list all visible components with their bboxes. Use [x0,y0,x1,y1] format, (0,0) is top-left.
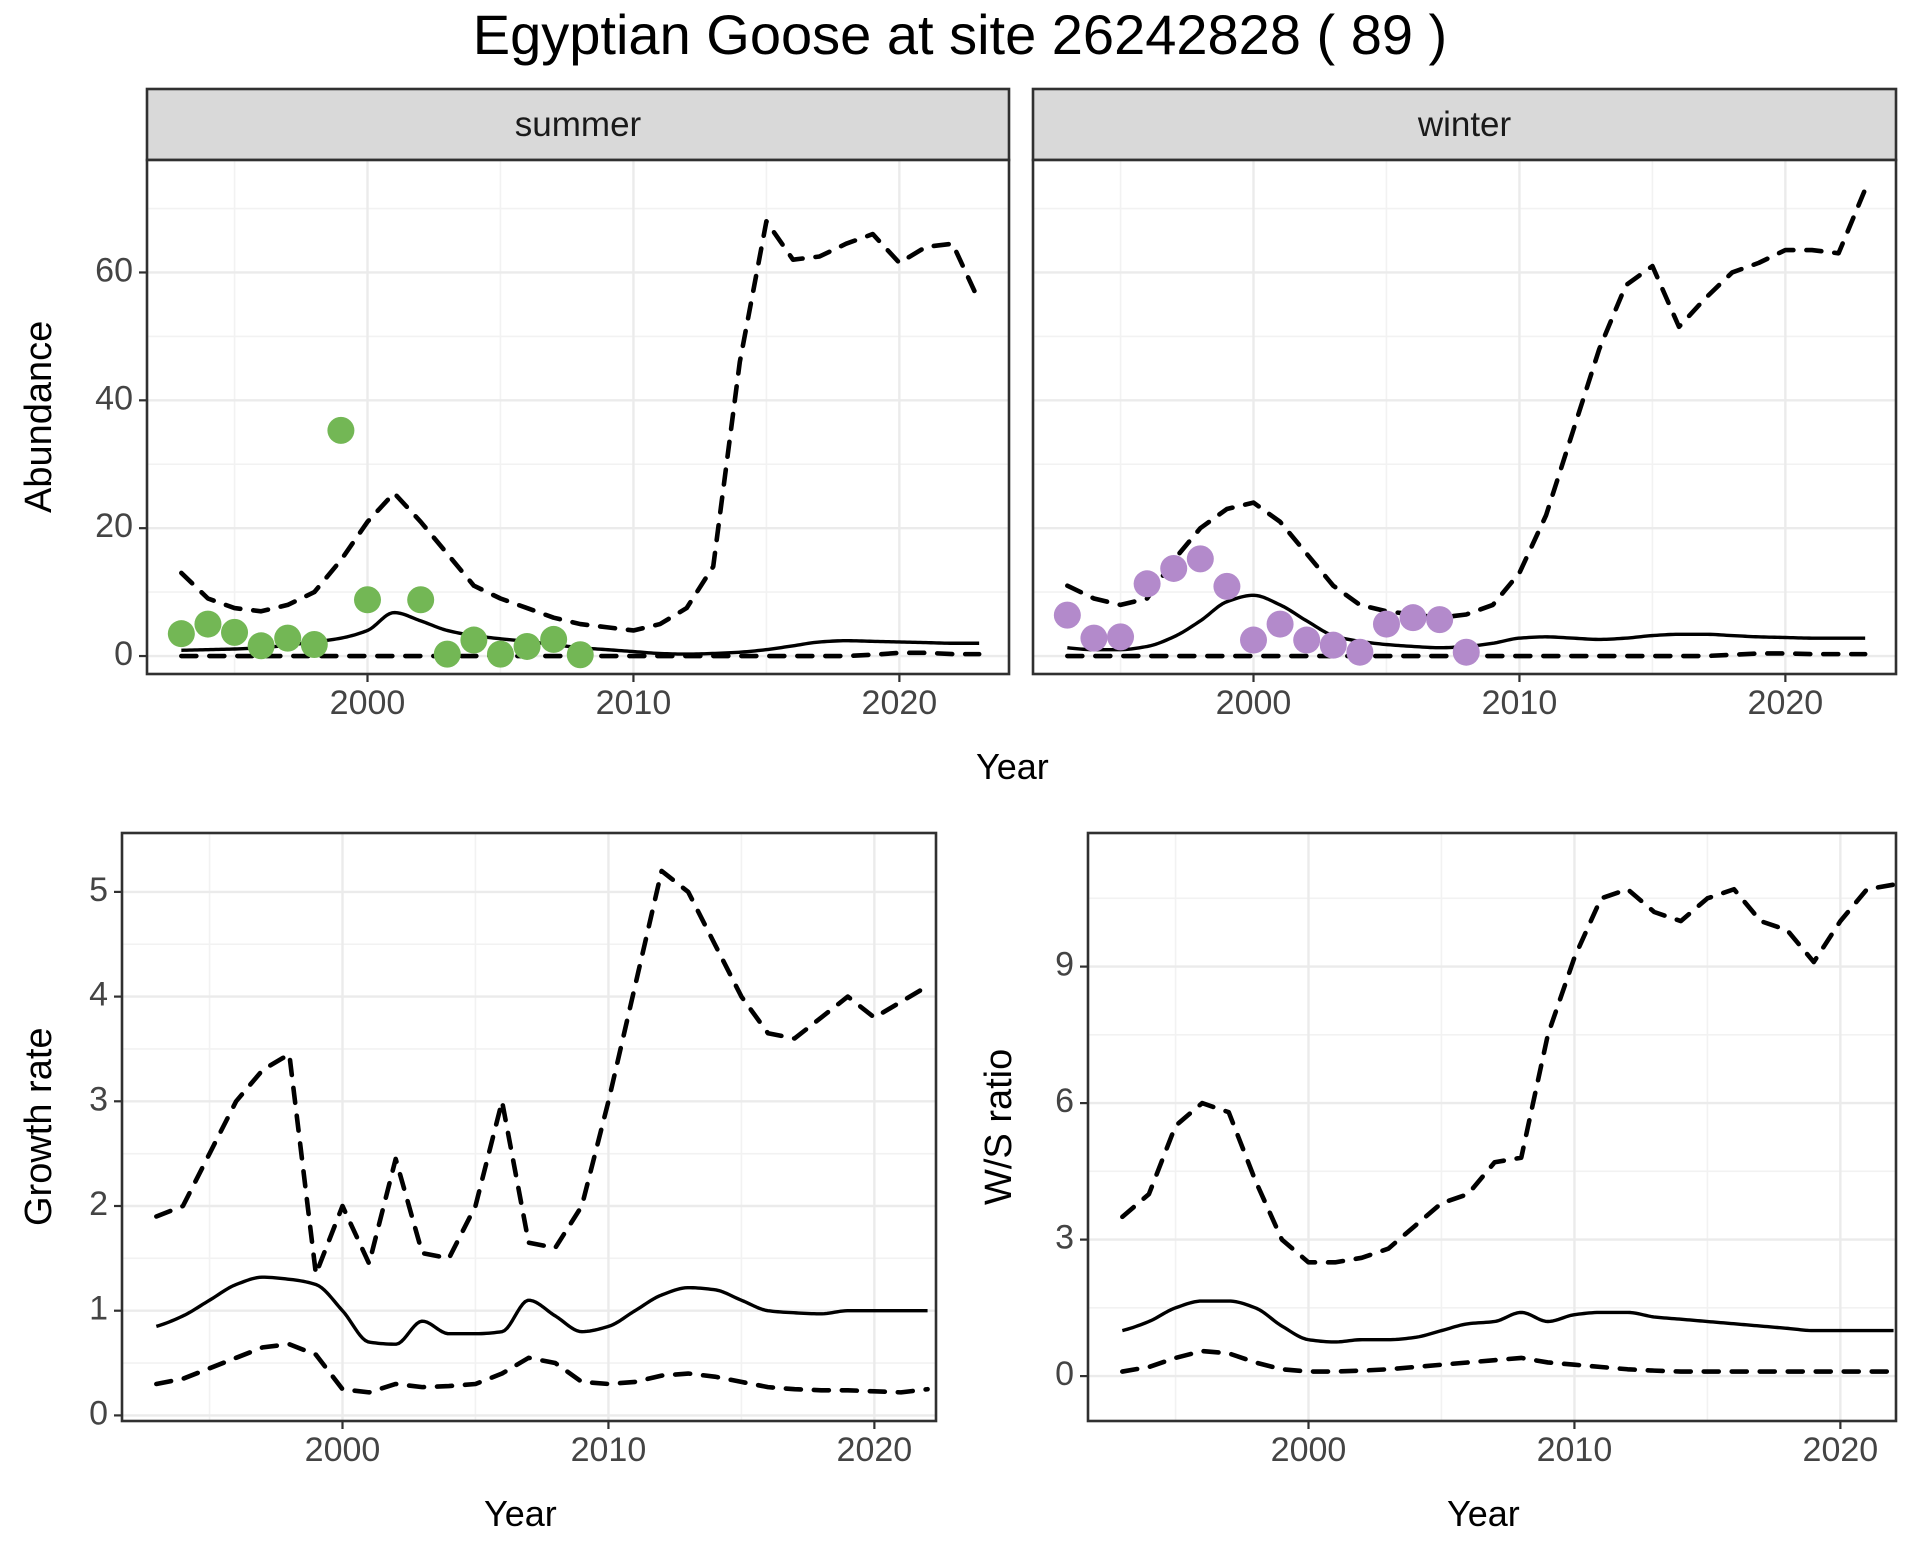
svg-text:2010: 2010 [1482,684,1558,722]
svg-text:2000: 2000 [305,1431,381,1469]
svg-text:0: 0 [1055,1355,1074,1393]
svg-text:2010: 2010 [1537,1431,1613,1469]
svg-text:2020: 2020 [862,684,938,722]
svg-text:1: 1 [89,1290,108,1328]
svg-text:6: 6 [1055,1082,1074,1120]
svg-text:40: 40 [95,379,133,417]
svg-text:20: 20 [95,507,133,545]
svg-text:summer: summer [515,105,642,144]
svg-text:3: 3 [1055,1219,1074,1257]
svg-text:4: 4 [89,976,108,1014]
svg-text:2000: 2000 [1271,1431,1347,1469]
svg-text:2010: 2010 [571,1431,647,1469]
svg-text:0: 0 [114,635,133,673]
svg-text:2020: 2020 [1748,684,1824,722]
svg-text:2000: 2000 [1216,684,1292,722]
svg-text:60: 60 [95,251,133,289]
svg-text:9: 9 [1055,946,1074,984]
svg-text:winter: winter [1417,105,1512,144]
svg-text:0: 0 [89,1394,108,1432]
svg-text:5: 5 [89,871,108,909]
svg-text:3: 3 [89,1080,108,1118]
svg-text:2020: 2020 [837,1431,913,1469]
svg-text:2: 2 [89,1185,108,1223]
svg-text:2000: 2000 [330,684,406,722]
svg-text:2010: 2010 [596,684,672,722]
svg-text:2020: 2020 [1803,1431,1879,1469]
